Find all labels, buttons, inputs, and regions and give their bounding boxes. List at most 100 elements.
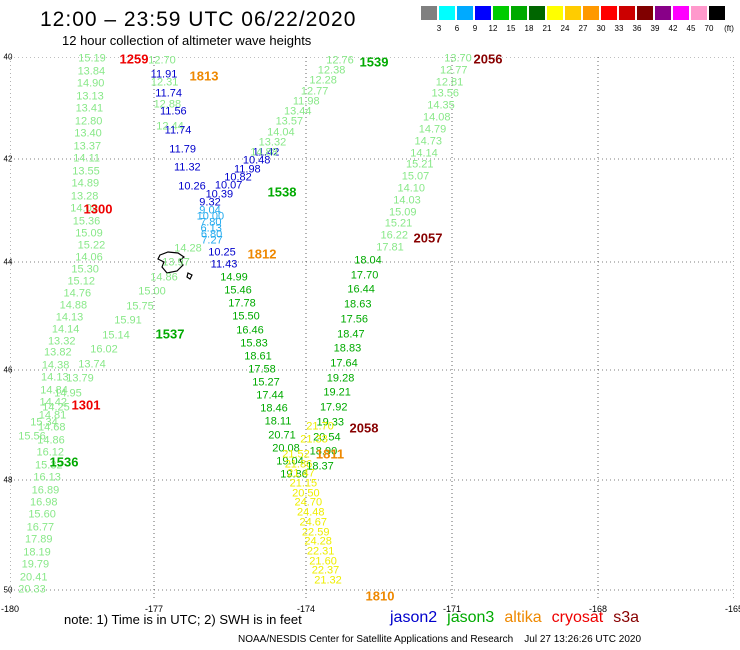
scale-swatch <box>421 6 437 20</box>
pass-time-label: 1539 <box>359 54 389 70</box>
latitude-label: 46 <box>3 365 13 375</box>
wave-height-value: 15.12 <box>67 275 95 288</box>
longitude-label: -168 <box>588 604 608 614</box>
wave-height-value: 14.11 <box>73 152 101 165</box>
pass-time-label: 1811 <box>315 446 345 462</box>
wave-height-value: 14.76 <box>63 287 92 300</box>
pass-time-label: 2056 <box>473 51 503 67</box>
scale-swatch <box>511 6 527 20</box>
wave-height-value: 17.58 <box>248 363 276 376</box>
wave-height-value: 11.98 <box>233 163 261 176</box>
island-outline <box>157 251 193 280</box>
latitude-label: 42 <box>3 154 13 164</box>
wave-height-value: 20.54 <box>313 431 341 444</box>
scale-value: 42 <box>668 24 678 33</box>
pass-time-label: 1259 <box>119 51 149 67</box>
wave-height-value: 9.04 <box>199 204 221 217</box>
wave-height-value: 18.61 <box>244 350 272 363</box>
wave-height-value: 18.46 <box>260 402 288 415</box>
scale-value: 36 <box>632 24 642 33</box>
wave-height-value: 15.32 <box>35 459 63 472</box>
wave-height-value: 21.15 <box>289 477 318 490</box>
pass-time-label: 1813 <box>189 68 219 84</box>
wave-height-value: 21.70 <box>306 420 334 433</box>
longitude-label: -177 <box>144 604 164 614</box>
longitude-label: -180 <box>0 604 20 614</box>
wave-height-value: 15.46 <box>224 284 252 297</box>
wave-height-value: 15.09 <box>75 227 103 240</box>
wave-height-value: 15.21 <box>384 217 413 230</box>
scale-value: 30 <box>596 24 606 33</box>
wave-height-value: 10.26 <box>178 180 206 193</box>
wave-height-value: 22.59 <box>301 526 330 539</box>
wave-height-value: 16.13 <box>33 471 61 484</box>
wave-height-value: 10.25 <box>208 246 236 259</box>
wave-height-value: 16.77 <box>26 521 55 534</box>
wave-height-value: 20.08 <box>272 442 300 455</box>
wave-height-value: 14.42 <box>39 396 68 409</box>
wave-height-value: 14.14 <box>410 147 438 159</box>
wave-height-value: 15.22 <box>77 239 106 252</box>
wave-height-value: 13.44 <box>284 105 312 118</box>
wave-height-value: 12.77 <box>439 64 468 77</box>
wave-height-value: 14.86 <box>150 271 178 284</box>
wave-height-value: 12.80 <box>74 115 103 128</box>
wave-height-value: 15.60 <box>28 508 56 521</box>
wave-height-value: 11.91 <box>150 68 178 81</box>
wave-height-value: 17.70 <box>350 269 379 282</box>
wave-height-value: 10.00 <box>196 210 225 223</box>
wave-height-value: 24.28 <box>304 535 332 548</box>
wave-height-value: 12.31 <box>150 76 179 89</box>
wave-height-value: 13.55 <box>72 165 100 178</box>
pass-time-label: 1538 <box>267 184 297 200</box>
longitude-label: -174 <box>296 604 316 614</box>
wave-height-value: 10.48 <box>242 154 271 167</box>
wave-height-value: 13.97 <box>162 256 190 269</box>
latitude-label: 48 <box>3 475 13 485</box>
scale-swatch <box>475 6 491 20</box>
wave-height-value: 14.35 <box>427 99 455 112</box>
wave-height-value: 24.70 <box>294 496 323 509</box>
wave-height-value: 11.74 <box>155 87 183 100</box>
wave-height-value: 14.38 <box>41 359 70 372</box>
wave-height-value: 15.19 <box>78 52 106 65</box>
scale-value: 21 <box>542 24 552 33</box>
longitude-label: -165 <box>724 604 740 614</box>
wave-height-value: 17.56 <box>340 313 369 326</box>
wave-height-value: 13.82 <box>44 346 72 359</box>
wave-height-value: 13.40 <box>74 127 102 140</box>
wave-height-value: 15.07 <box>401 170 430 183</box>
wave-height-value: 16.89 <box>31 484 60 497</box>
wave-height-value: 14.03 <box>393 194 421 207</box>
wave-height-value: 19.33 <box>316 416 345 429</box>
wave-height-value: 11.98 <box>292 95 320 108</box>
wave-height-value: 18.83 <box>333 342 362 355</box>
pass-time-label: 1536 <box>49 454 79 470</box>
wave-height-value: 18.47 <box>337 328 365 341</box>
wave-height-value: 13.79 <box>66 372 94 385</box>
wave-height-value: 14.13 <box>55 311 84 324</box>
scale-value: 27 <box>578 24 588 33</box>
scale-value: 24 <box>560 24 570 33</box>
wave-height-value: 14.89 <box>71 177 100 190</box>
wave-height-value: 14.88 <box>250 146 278 159</box>
wave-height-value: 15.91 <box>114 314 142 327</box>
wave-height-value: 12.88 <box>153 98 182 111</box>
wave-height-value: 19.04 <box>276 455 304 468</box>
scale-value: 33 <box>614 24 624 33</box>
wave-height-value: 12.81 <box>435 76 464 89</box>
wave-height-value: 15.75 <box>126 300 154 313</box>
wave-height-value: 14.14 <box>51 323 80 336</box>
wave-height-value: 13.57 <box>275 115 304 128</box>
wave-height-value: 15.56 <box>18 430 46 443</box>
wave-height-value: 14.79 <box>418 123 447 136</box>
scale-swatch <box>547 6 563 20</box>
wave-height-value: 13.32 <box>47 335 76 348</box>
wave-height-value: 18.63 <box>343 298 372 311</box>
wave-height-value: 14.90 <box>76 77 105 90</box>
map-grid <box>10 57 734 600</box>
wave-height-value: 22.37 <box>311 564 340 577</box>
chart-title: 12:00 – 23:59 UTC 06/22/2020 <box>40 8 357 31</box>
wave-height-value: 13.70 <box>444 52 472 65</box>
wave-height-value: 13.32 <box>258 136 287 149</box>
